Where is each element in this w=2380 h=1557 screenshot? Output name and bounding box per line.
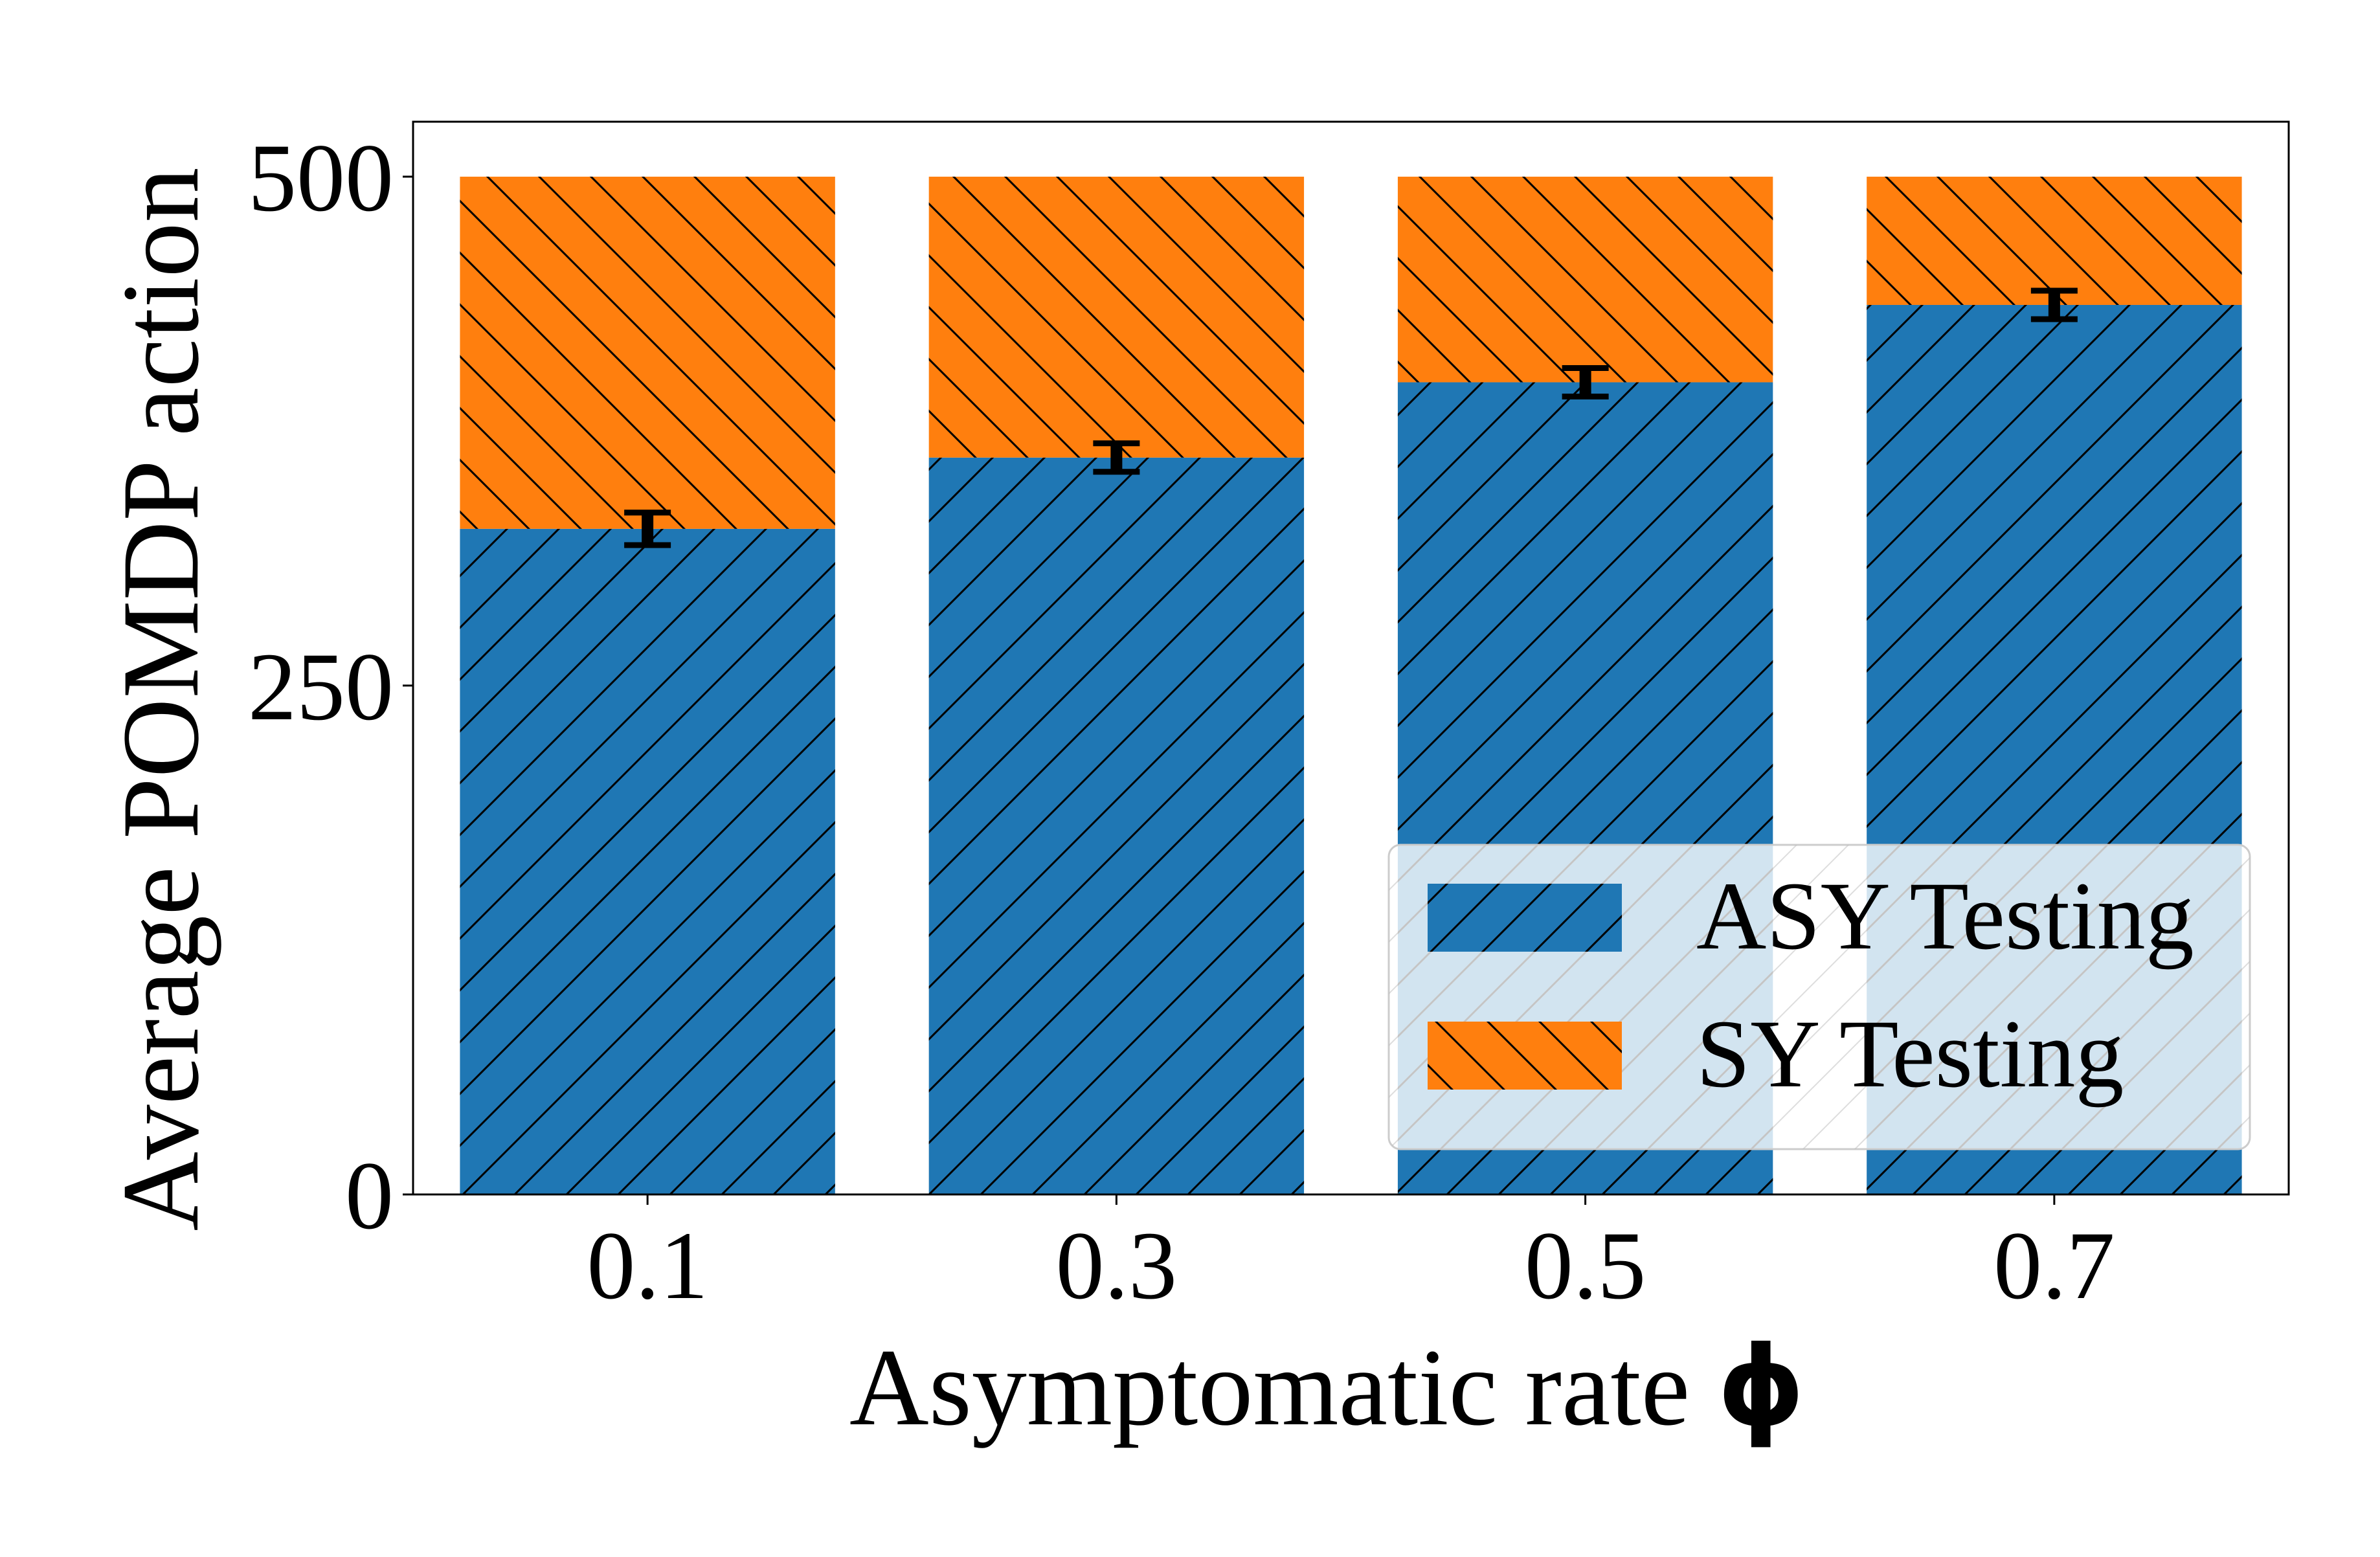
error-bar-0	[624, 510, 671, 548]
y-tick-label-1: 250	[248, 633, 394, 741]
x-axis-label-text: Asymptomatic rate	[849, 1327, 1718, 1448]
error-bar-3	[2030, 287, 2078, 322]
legend-label-1: SY Testing	[1696, 1000, 2124, 1108]
x-tick-label-2: 0.5	[1525, 1212, 1646, 1319]
y-tick-label-2: 500	[248, 124, 394, 232]
x-tick-label-3: 0.7	[1993, 1212, 2115, 1319]
y-axis-label: Average POMDP action	[100, 168, 221, 1231]
legend: ASY Testing SY Testing	[1387, 844, 2251, 1150]
bar-hatch-0-0	[460, 528, 835, 1194]
error-bars	[624, 287, 2078, 548]
legend-swatch-hatch-1	[1428, 1022, 1622, 1090]
bar-hatch-1-1	[928, 176, 1305, 458]
axes-layer: 0 250 500 0.1 0.3 0.5 0.7	[248, 120, 2290, 1319]
legend-swatch-hatch-0	[1428, 884, 1622, 952]
error-bar-2	[1562, 364, 1609, 399]
bar-hatch-0-1	[928, 457, 1305, 1194]
x-axis-label: Asymptomatic rate ϕ	[849, 1323, 1805, 1451]
legend-label-0: ASY Testing	[1696, 862, 2194, 970]
bar-hatch-1-2	[1397, 176, 1773, 383]
y-tick-label-0: 0	[345, 1142, 394, 1249]
bar-hatch-1-0	[460, 176, 835, 529]
error-bar-1	[1093, 440, 1140, 475]
x-tick-label-1: 0.3	[1056, 1212, 1178, 1319]
x-axis-label-symbol: ϕ	[1718, 1323, 1805, 1451]
plot-frame	[412, 120, 2290, 1196]
bar-hatch-1-3	[1867, 176, 2242, 305]
x-tick-label-0: 0.1	[587, 1212, 708, 1319]
